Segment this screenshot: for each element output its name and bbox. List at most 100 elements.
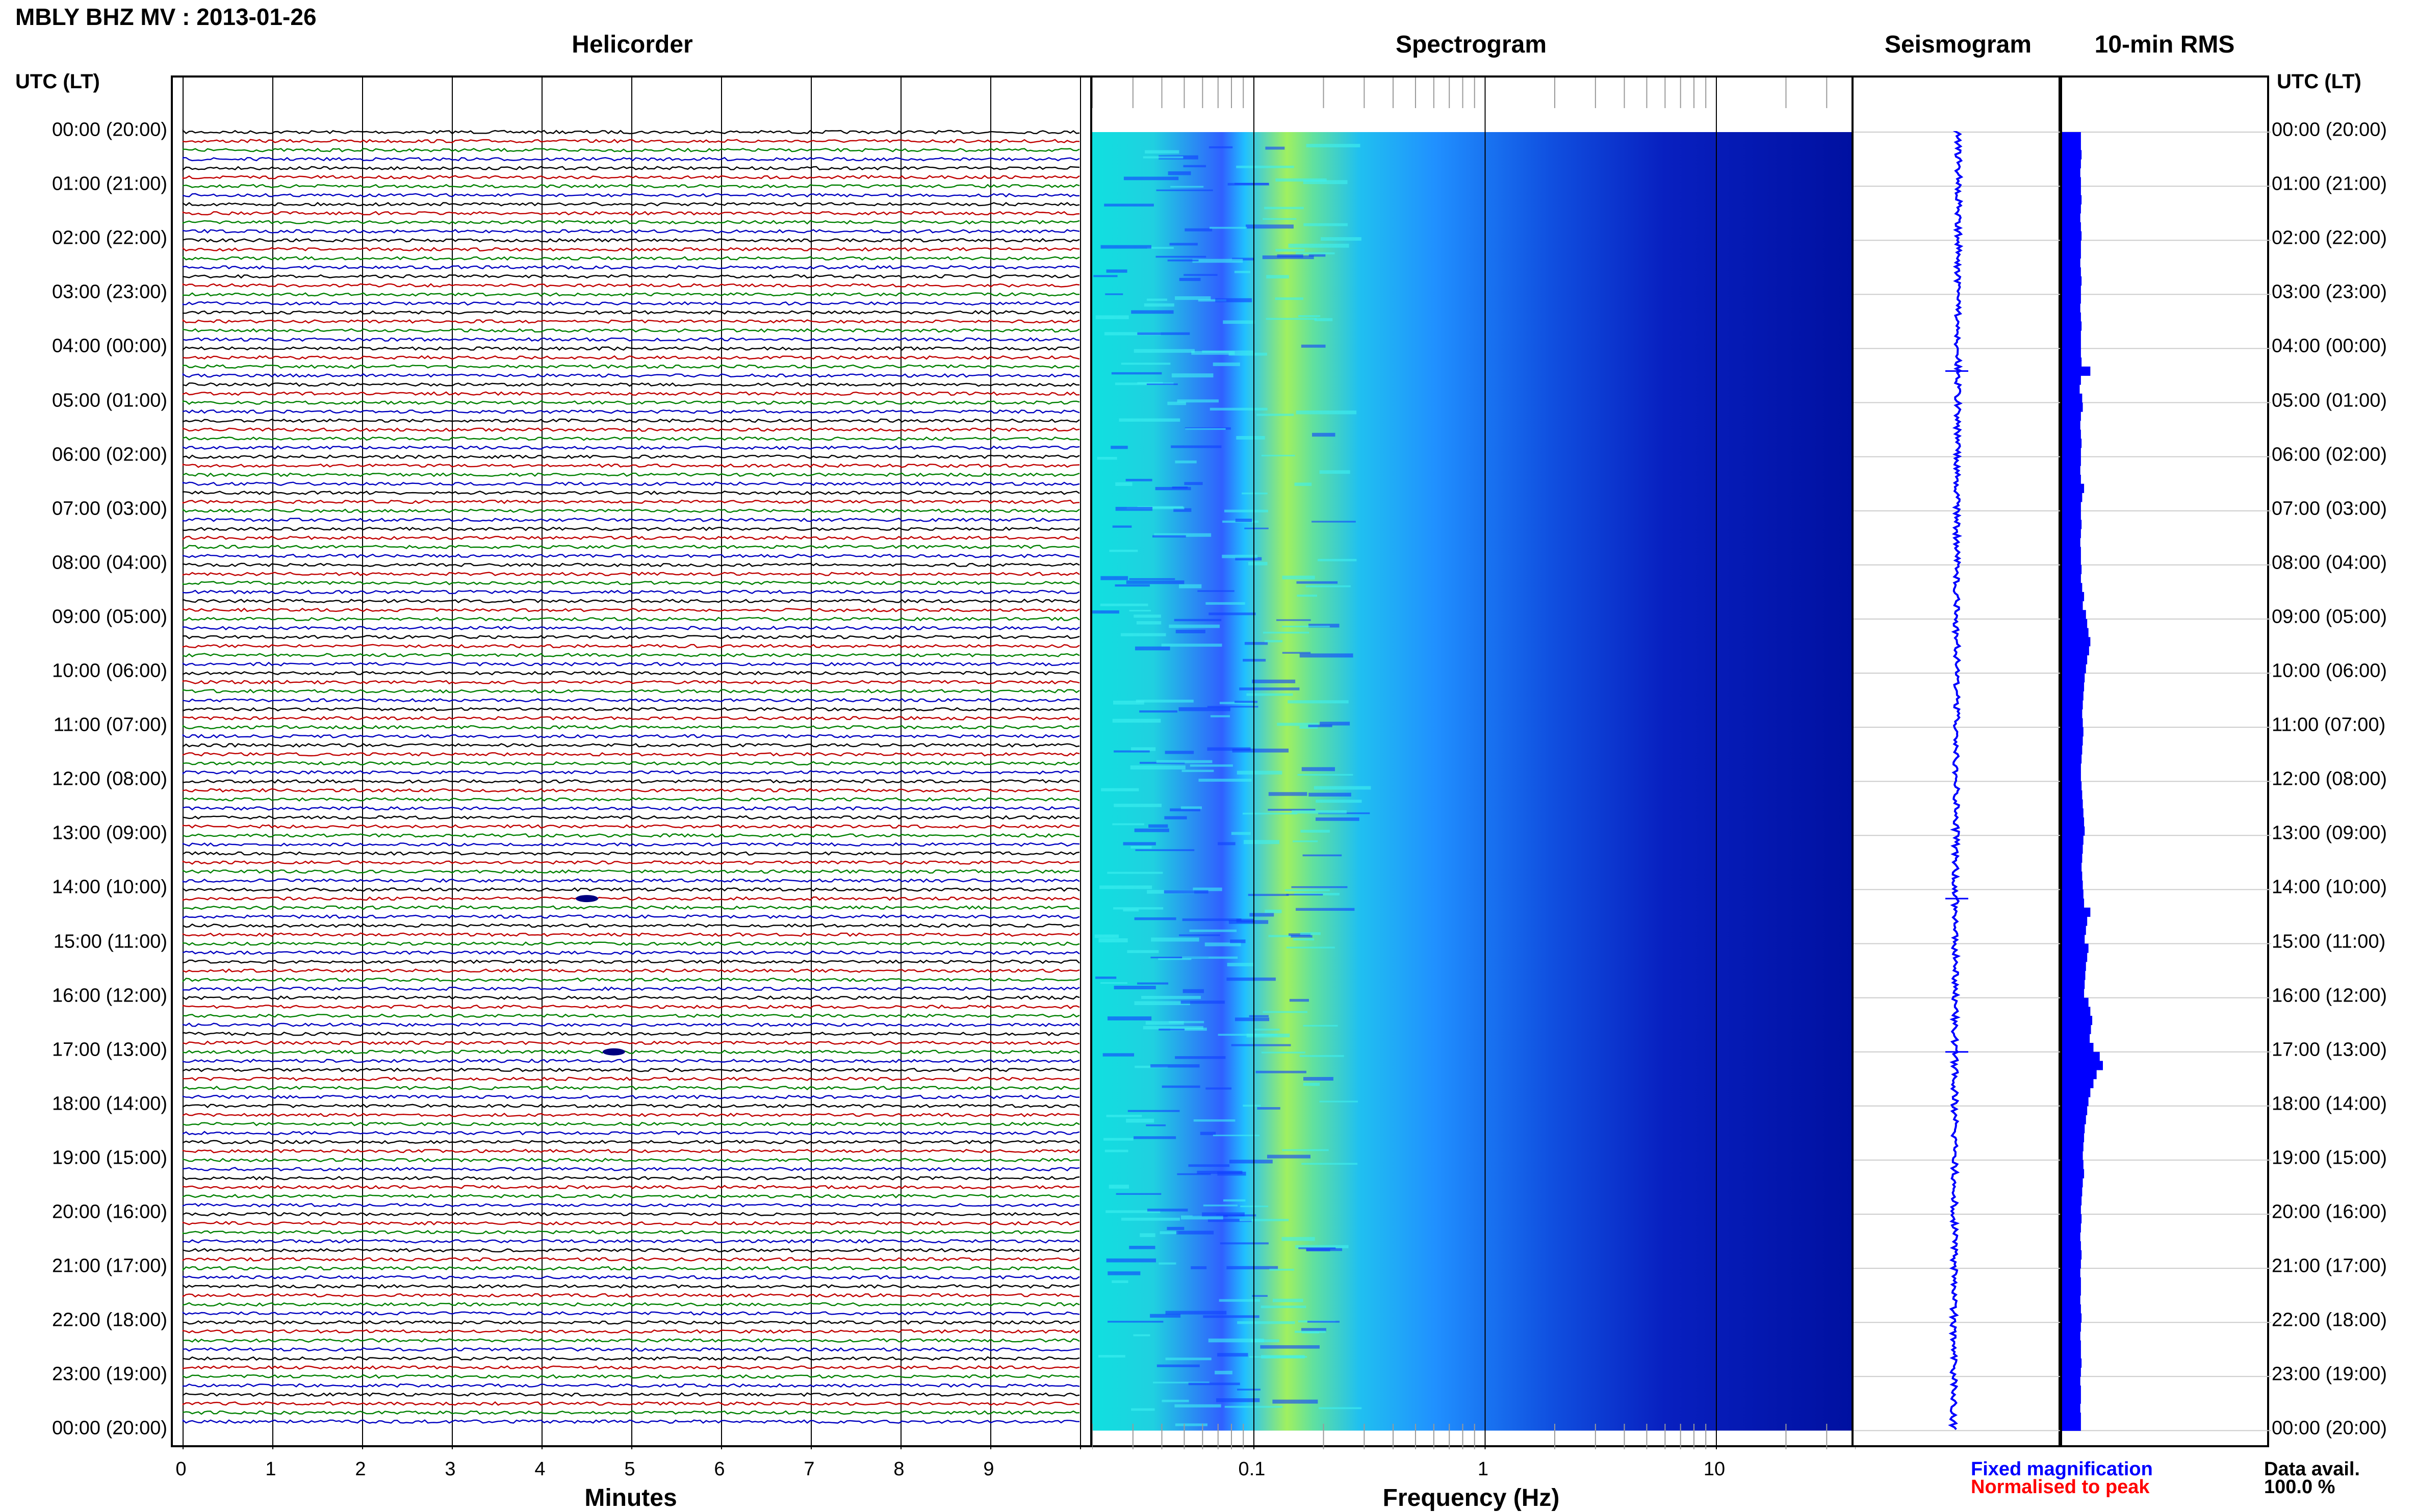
helicorder-event (602, 1048, 625, 1056)
rms-bar (2062, 1413, 2081, 1422)
spectrogram-stripe (1269, 1268, 1294, 1271)
rms-bar (2062, 1385, 2081, 1395)
spectrogram-stripe (1150, 1314, 1181, 1318)
time-label-left: 10:00 (06:00) (52, 660, 167, 682)
spectrogram-stripe (1095, 976, 1117, 979)
helicorder-trace (182, 265, 1080, 270)
time-label-right: 06:00 (02:00) (2272, 444, 2387, 466)
spectrogram-stripe (1215, 298, 1252, 302)
spectrogram-stripe (1103, 1138, 1134, 1141)
spectrogram-stripe (1288, 243, 1349, 248)
helicorder-trace (182, 184, 1080, 189)
spectrogram-stripe (1248, 893, 1289, 896)
time-label-right: 08:00 (04:00) (2272, 552, 2387, 574)
helicorder-trace (182, 1229, 1080, 1235)
helicorder-xtick: 0 (175, 1458, 187, 1480)
spectrogram-stripe (1137, 506, 1184, 508)
spectrogram-stripe (1109, 1185, 1129, 1189)
helicorder-trace (182, 734, 1080, 739)
spectrogram-stripe (1130, 845, 1152, 849)
rms-bar (2062, 303, 2080, 313)
rms-bar (2062, 1106, 2088, 1115)
helicorder-trace (182, 1067, 1080, 1072)
spectrogram-stripe (1264, 207, 1304, 210)
spectrogram-stripe (1172, 486, 1188, 489)
time-label-left: 22:00 (18:00) (52, 1309, 167, 1331)
spectrogram-stripe (1106, 1258, 1156, 1263)
spectrogram-stripe (1231, 1044, 1291, 1046)
time-label-right: 02:00 (22:00) (2272, 227, 2387, 249)
rms-bar (2062, 1070, 2097, 1080)
rms-bar (2062, 1007, 2091, 1016)
spectrogram-stripe (1237, 1389, 1261, 1391)
rms-bar (2062, 222, 2081, 232)
rms-bar (2062, 1052, 2100, 1061)
spectrogram-stripe (1136, 700, 1194, 703)
helicorder-trace (182, 761, 1080, 766)
spectrogram-stripe (1113, 907, 1164, 910)
legend-normalised-to-peak: Normalised to peak (1971, 1476, 2150, 1498)
spectrogram-stripe (1175, 1423, 1208, 1426)
spectrogram-stripe (1129, 609, 1151, 612)
rms-bar (2062, 700, 2083, 710)
rms-bar (2062, 402, 2083, 412)
spectrogram-stripe (1193, 1119, 1236, 1122)
spectrogram-stripe (1254, 1029, 1280, 1031)
spectrogram-stripe (1239, 1219, 1289, 1221)
helicorder-trace (182, 1158, 1080, 1163)
time-label-left: 11:00 (07:00) (53, 714, 167, 736)
spectrogram-stripe (1230, 939, 1246, 943)
spectrogram-stripe (1207, 1219, 1252, 1222)
rms-bar (2062, 132, 2081, 142)
spectrogram-stripe (1243, 1105, 1261, 1107)
helicorder-trace (182, 1356, 1080, 1361)
spectrogram-stripe (1134, 1001, 1190, 1005)
rms-bar (2062, 1169, 2085, 1178)
rms-bar (2062, 1286, 2081, 1296)
spectrogram-stripe (1131, 1408, 1155, 1411)
time-label-left: 12:00 (08:00) (52, 768, 167, 790)
helicorder-trace (182, 607, 1080, 612)
helicorder-trace (182, 715, 1080, 721)
rms-bar (2062, 240, 2081, 250)
spectrogram-stripe (1137, 332, 1190, 335)
spectrogram-stripe (1100, 576, 1128, 580)
spectrogram-stripe (1297, 595, 1317, 597)
spectrogram-stripe (1249, 913, 1274, 917)
helicorder-xlabel: Minutes (584, 1484, 677, 1511)
time-label-right: 01:00 (21:00) (2272, 173, 2387, 195)
helicorder-trace (182, 391, 1080, 396)
spectrogram-stripe (1302, 854, 1342, 857)
spectrogram-stripe (1286, 893, 1323, 896)
spectrogram-stripe (1129, 578, 1175, 580)
spectrogram-stripe (1218, 1034, 1278, 1036)
spectrogram-stripe (1295, 252, 1335, 254)
helicorder-trace (182, 174, 1080, 180)
spectrogram-stripe (1115, 506, 1153, 511)
rms-bar (2062, 267, 2081, 277)
rms-bar (2062, 682, 2085, 691)
spectrogram-stripe (1252, 679, 1296, 683)
spectrogram-stripe (1192, 259, 1243, 263)
spectrogram-stripe (1131, 310, 1174, 314)
spectrogram-stripe (1299, 726, 1318, 729)
helicorder-xtick: 4 (534, 1458, 546, 1480)
spectrogram-stripe (1115, 584, 1150, 587)
spectrogram-stripe (1232, 748, 1289, 753)
spectrogram-stripe (1265, 909, 1282, 913)
spectrogram-stripe (1266, 318, 1317, 320)
spectrogram-stripe (1112, 525, 1132, 528)
time-label-left: 07:00 (03:00) (52, 498, 167, 520)
spectrogram-stripe (1185, 428, 1226, 430)
spectrogram-stripe (1218, 842, 1236, 845)
helicorder-event (576, 895, 598, 903)
spectrogram-stripe (1302, 1331, 1320, 1334)
spectrogram-stripe (1156, 1364, 1200, 1368)
rms-bar (2062, 799, 2083, 809)
spectrogram-stripe (1134, 349, 1195, 353)
helicorder-trace (182, 842, 1080, 847)
spectrogram-stripe (1182, 989, 1204, 993)
rms-bar (2062, 953, 2088, 962)
time-label-right: 03:00 (23:00) (2272, 281, 2387, 303)
spectrogram-stripe (1223, 320, 1255, 324)
